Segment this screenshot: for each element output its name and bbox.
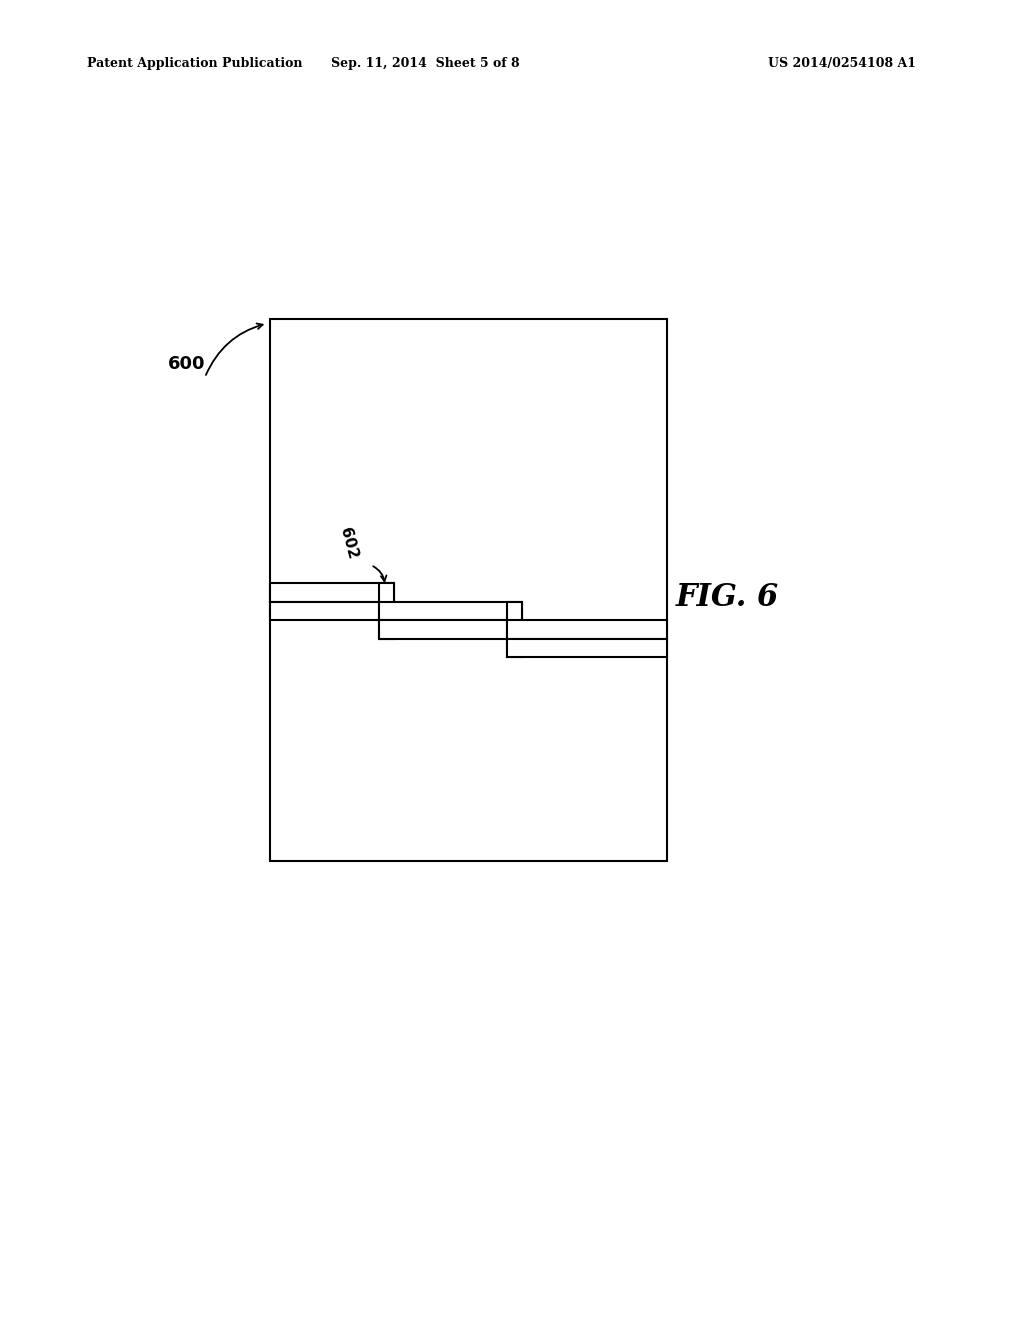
Bar (270, 319, 667, 861)
Bar (270, 602, 394, 620)
Bar (379, 620, 522, 639)
Bar (507, 602, 522, 657)
Bar (379, 583, 394, 639)
Text: US 2014/0254108 A1: US 2014/0254108 A1 (768, 57, 916, 70)
Text: 600: 600 (168, 355, 205, 374)
Text: 602: 602 (337, 527, 359, 561)
Text: Patent Application Publication: Patent Application Publication (87, 57, 302, 70)
Text: Sep. 11, 2014  Sheet 5 of 8: Sep. 11, 2014 Sheet 5 of 8 (331, 57, 519, 70)
Bar (507, 639, 667, 657)
Text: FIG. 6: FIG. 6 (676, 582, 779, 614)
Bar (379, 602, 522, 620)
Bar (507, 620, 667, 639)
Bar (270, 583, 394, 602)
